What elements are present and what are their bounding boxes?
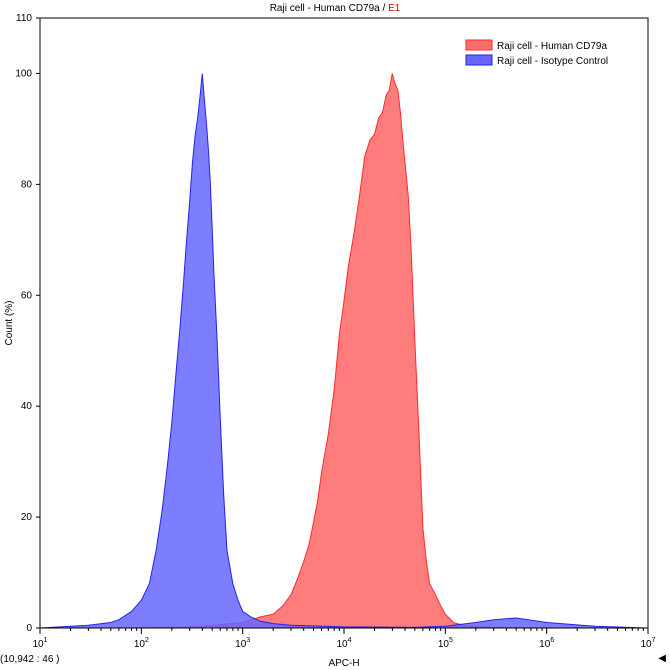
y-tick-label: 100 [15,68,32,79]
x-tick-label: 104 [336,637,351,650]
x-tick-base: 10 [640,639,652,650]
x-tick-label: 101 [32,637,47,650]
chart-title-main: Raji cell - Human CD79a [270,3,380,14]
x-tick-label: 106 [539,637,554,650]
y-tick-label: 20 [21,512,33,523]
legend-label: Raji cell - Isotype Control [497,56,608,67]
x-tick-exponent: 6 [550,637,554,644]
x-tick-base: 10 [438,639,450,650]
y-tick-label: 80 [21,179,33,190]
legend: Raji cell - Human CD79a Raji cell - Isoty… [465,39,608,67]
x-tick-base: 10 [32,639,44,650]
x-tick-label: 102 [134,637,149,650]
y-tick-label: 40 [21,401,33,412]
x-axis-title: APC-H [328,658,359,669]
legend-swatch [465,54,493,66]
x-tick-base: 10 [134,639,146,650]
series-area-1 [141,73,547,629]
chart-title: Raji cell - Human CD79a / E1 [270,3,401,14]
x-tick-exponent: 7 [652,637,656,644]
series-area-2 [39,73,649,629]
y-tick-label: 0 [26,623,32,634]
x-tick-exponent: 2 [145,637,149,644]
legend-swatch [465,39,493,51]
chart-title-gate: E1 [388,3,401,14]
series-layer [39,73,649,629]
x-tick-label: 107 [640,637,655,650]
x-tick-label: 103 [235,637,250,650]
x-tick-exponent: 5 [449,637,453,644]
y-tick-label: 110 [16,13,32,24]
y-tick-label: 60 [21,290,33,301]
x-tick-base: 10 [539,639,551,650]
x-tick-exponent: 4 [348,637,352,644]
y-axis-title: Count (%) [4,300,15,345]
x-tick-base: 10 [336,639,348,650]
chart-title-separator: / [380,3,388,14]
y-axis: 0 20 40 60 80 100 110 [15,13,40,634]
x-tick-exponent: 1 [44,637,48,644]
scroll-left-arrow-icon[interactable]: ◀ [658,653,666,664]
x-tick-base: 10 [235,639,247,650]
cursor-readout: (10,942 : 46 ) [0,654,60,665]
legend-label: Raji cell - Human CD79a [497,41,607,52]
x-tick-label: 105 [438,637,453,650]
x-tick-exponent: 3 [246,637,250,644]
x-axis: 101 102 103 104 105 106 107 [32,628,656,650]
